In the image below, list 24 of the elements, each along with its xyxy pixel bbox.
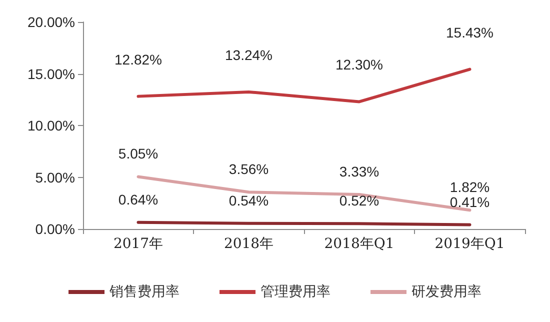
y-tick-label: 20.00% — [28, 14, 75, 30]
y-tick-label: 5.00% — [35, 169, 75, 186]
data-label: 3.33% — [339, 164, 380, 180]
data-label: 3.56% — [228, 161, 269, 178]
data-label: 0.41% — [450, 194, 490, 210]
data-label: 0.64% — [118, 191, 158, 208]
data-label: 12.30% — [336, 56, 383, 73]
y-tick-label: 0.00% — [35, 221, 75, 237]
y-tick-label: 10.00% — [28, 118, 75, 134]
x-tick-label: 2019年Q1 — [434, 236, 505, 252]
data-label: 13.24% — [225, 46, 272, 63]
data-label: 0.54% — [228, 192, 269, 208]
legend-label: 管理费用率 — [260, 284, 330, 300]
legend-label: 销售费用率 — [108, 284, 180, 300]
data-label: 0.52% — [339, 192, 380, 209]
x-tick-label: 2018年Q1 — [324, 236, 394, 252]
y-tick-label: 15.00% — [28, 66, 75, 82]
x-tick-label: 2017年 — [113, 236, 164, 252]
data-label: 15.43% — [446, 24, 494, 40]
legend-label: 研发费用率 — [412, 284, 482, 300]
x-tick-label: 2018年 — [224, 236, 274, 252]
data-label: 1.82% — [450, 179, 490, 196]
data-label: 12.82% — [114, 51, 162, 68]
data-label: 5.05% — [118, 146, 158, 162]
